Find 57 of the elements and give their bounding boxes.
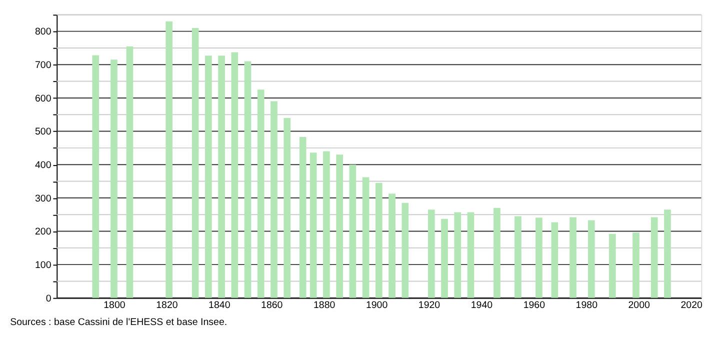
x-tick-label: 2020 bbox=[680, 300, 703, 312]
bar bbox=[376, 182, 382, 298]
x-tick-label: 1920 bbox=[418, 300, 441, 312]
x-tick-label: 2000 bbox=[628, 300, 651, 312]
bar bbox=[310, 152, 317, 298]
y-tick-label: 0 bbox=[46, 293, 52, 304]
bar bbox=[218, 56, 225, 298]
bar bbox=[270, 101, 278, 298]
bar bbox=[323, 151, 330, 298]
bar bbox=[284, 118, 291, 298]
bar bbox=[441, 218, 448, 298]
x-tick-label: 1900 bbox=[366, 300, 388, 312]
y-tick-label: 100 bbox=[34, 260, 52, 271]
y-tick-label: 700 bbox=[34, 60, 52, 72]
bar bbox=[454, 212, 462, 298]
y-tick-label: 400 bbox=[34, 160, 52, 172]
bar bbox=[467, 212, 474, 298]
x-tick-label: 1960 bbox=[523, 300, 546, 312]
bar bbox=[349, 164, 356, 298]
bar bbox=[336, 154, 343, 298]
bar bbox=[388, 194, 396, 298]
bar bbox=[92, 55, 100, 298]
bar bbox=[205, 56, 212, 298]
x-tick-label: 1860 bbox=[261, 300, 284, 312]
bar bbox=[110, 60, 118, 298]
bar bbox=[126, 46, 134, 298]
bar bbox=[650, 217, 658, 298]
x-tick-label: 1940 bbox=[470, 300, 494, 312]
source-note: Sources : base Cassini de l'EHESS et base Insee. bbox=[10, 317, 228, 328]
bar bbox=[608, 234, 616, 298]
bar bbox=[536, 218, 542, 298]
bar bbox=[362, 177, 370, 298]
bar bbox=[664, 210, 671, 298]
y-tick-label: 800 bbox=[34, 26, 52, 38]
bar bbox=[494, 208, 500, 298]
x-tick-label: 1820 bbox=[156, 300, 178, 312]
bar bbox=[570, 217, 576, 298]
bar bbox=[231, 52, 238, 298]
bar bbox=[299, 136, 306, 298]
bar bbox=[428, 210, 435, 298]
y-tick-label: 200 bbox=[34, 226, 52, 238]
bar bbox=[551, 222, 558, 298]
x-tick-label: 1840 bbox=[208, 300, 231, 312]
x-tick-label: 1880 bbox=[313, 300, 336, 312]
y-tick-label: 600 bbox=[34, 93, 52, 104]
x-tick-label: 1800 bbox=[104, 300, 126, 312]
bar bbox=[588, 220, 595, 298]
bar bbox=[514, 216, 522, 298]
bar bbox=[244, 61, 252, 298]
y-tick-label: 300 bbox=[34, 193, 52, 204]
bar bbox=[166, 21, 172, 298]
bar bbox=[257, 90, 264, 298]
bar bbox=[402, 202, 409, 298]
bar bbox=[632, 232, 640, 298]
y-tick-label: 500 bbox=[34, 126, 52, 138]
bar bbox=[192, 28, 199, 298]
x-tick-label: 1980 bbox=[576, 300, 598, 312]
